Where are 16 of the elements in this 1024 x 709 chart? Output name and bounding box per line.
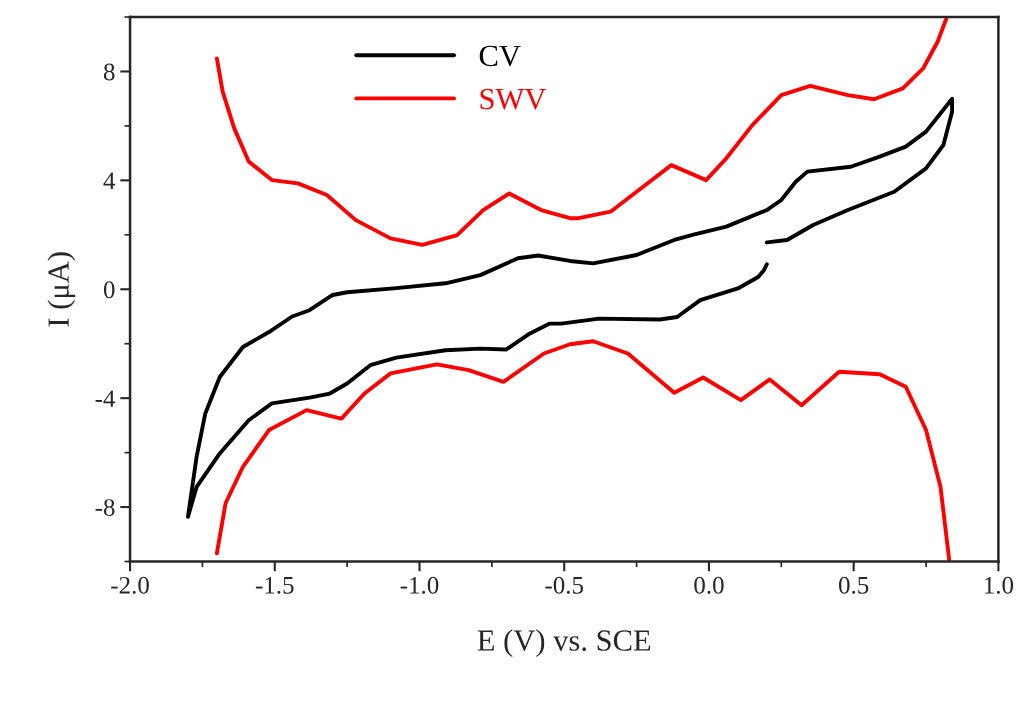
- x-tick-label: -0.5: [545, 576, 584, 594]
- x-tick-label: -2.0: [111, 576, 149, 594]
- y-tick-label: 4: [103, 172, 116, 190]
- y-tick-label: -4: [95, 390, 116, 407]
- x-tick-label: -1.5: [255, 576, 294, 594]
- x-axis-title: E (V) vs. SCE: [477, 629, 651, 658]
- y-tick-label: 8: [103, 63, 115, 81]
- y-tick-label: 0: [103, 281, 115, 299]
- x-tick-label: 0.5: [839, 576, 869, 594]
- x-tick-label: 1.0: [984, 576, 1014, 594]
- y-axis-title: I (μA): [47, 252, 76, 327]
- x-tick-label: 0.0: [694, 576, 724, 594]
- legend-label: CV: [479, 45, 521, 67]
- x-tick-label: -1.0: [400, 576, 439, 594]
- legend-label: SWV: [480, 88, 547, 110]
- y-tick-label: -8: [95, 499, 115, 516]
